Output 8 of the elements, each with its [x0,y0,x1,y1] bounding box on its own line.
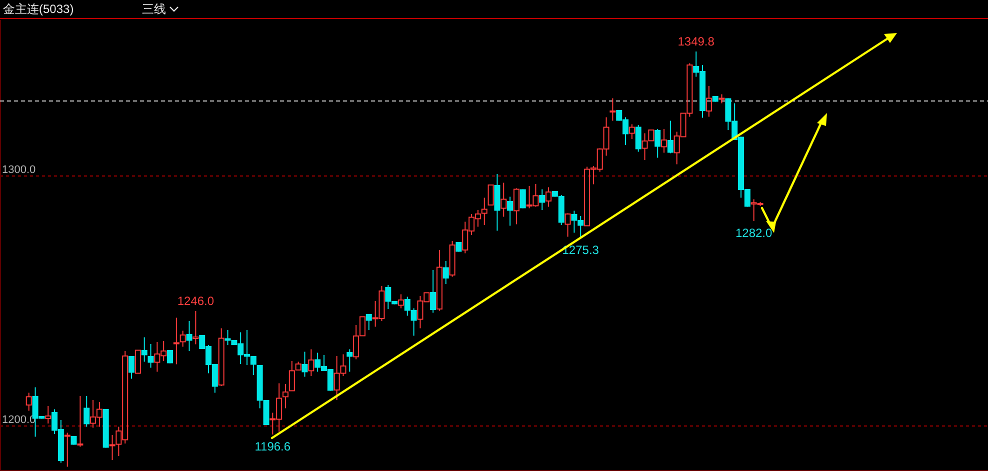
annotation: 1349.8 [678,34,715,48]
annotation: 1246.0 [177,294,214,308]
y-tick-label: 1300.0 [2,164,36,176]
annotation: 1275.3 [562,242,600,257]
annotation: 1282.0 [735,226,773,240]
chart-subtitle: 三线 [142,2,166,16]
chart-title: 金主连(5033) [3,2,74,16]
annotation: 1196.6 [254,440,291,454]
